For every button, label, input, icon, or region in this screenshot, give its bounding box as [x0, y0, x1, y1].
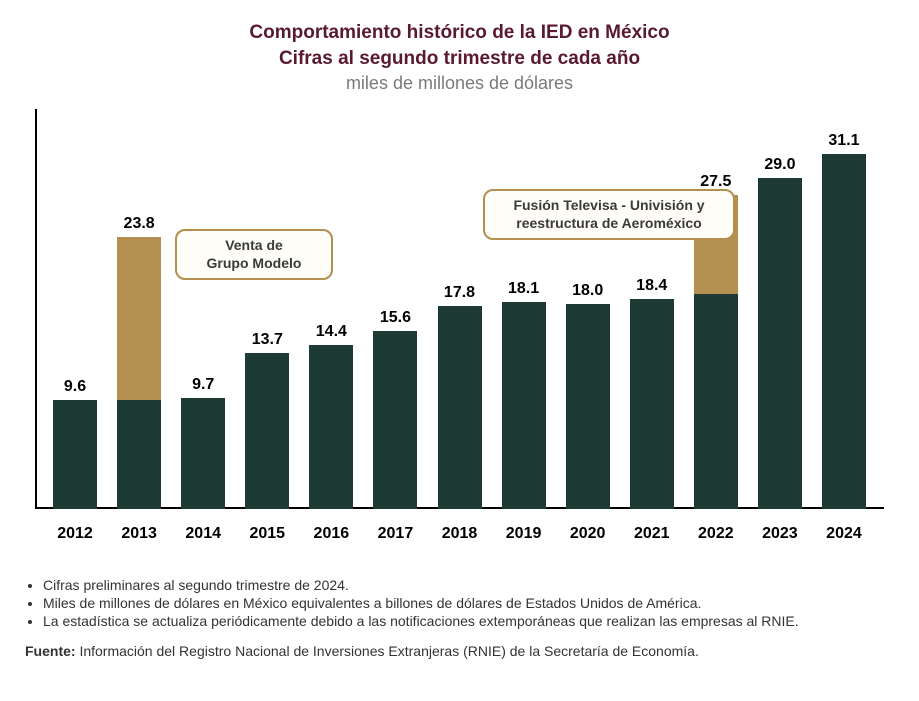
bar-stack: 9.6: [53, 400, 97, 510]
bar-value-label: 9.7: [192, 376, 214, 394]
x-axis-label: 2022: [684, 517, 748, 549]
footnote-item: Miles de millones de dólares en México e…: [43, 595, 894, 611]
bar-stack: 23.8: [117, 237, 161, 509]
bar-segment-base: [502, 302, 546, 509]
bars-container: 9.6 23.8 9.7 13.7 14.4 15.6 17.8 18.1 18.0 18.4 27…: [35, 109, 884, 509]
bar-column: 31.1: [812, 109, 876, 509]
x-axis-label: 2024: [812, 517, 876, 549]
bar-column: 27.5: [684, 109, 748, 509]
bar-stack: 15.6: [373, 331, 417, 509]
bar-stack: 13.7: [245, 353, 289, 510]
bar-value-label: 18.1: [508, 280, 539, 298]
footnote-item: La estadística se actualiza periódicamen…: [43, 613, 894, 629]
x-axis-label: 2012: [43, 517, 107, 549]
bar-segment-base: [117, 400, 161, 510]
bar-segment-base: [438, 306, 482, 509]
bar-value-label: 18.4: [636, 277, 667, 295]
bar-value-label: 9.6: [64, 378, 86, 396]
bar-stack: 31.1: [822, 154, 866, 509]
x-axis-label: 2023: [748, 517, 812, 549]
x-axis-label: 2014: [171, 517, 235, 549]
bar-segment-base: [694, 294, 738, 509]
bar-stack: 27.5: [694, 195, 738, 509]
bar-value-label: 17.8: [444, 284, 475, 302]
x-axis-label: 2017: [363, 517, 427, 549]
bar-column: 18.4: [620, 109, 684, 509]
bar-stack: 17.8: [438, 306, 482, 509]
bar-column: 17.8: [427, 109, 491, 509]
bar-value-label: 15.6: [380, 309, 411, 327]
bar-value-label: 31.1: [828, 132, 859, 150]
bar-column: 15.6: [363, 109, 427, 509]
x-axis-label: 2016: [299, 517, 363, 549]
bar-column: 18.0: [556, 109, 620, 509]
bar-segment-base: [373, 331, 417, 509]
bar-segment-base: [758, 178, 802, 509]
bar-stack: 14.4: [309, 345, 353, 510]
source-label: Fuente:: [25, 643, 76, 659]
footnotes: Cifras preliminares al segundo trimestre…: [25, 577, 894, 659]
bar-stack: 9.7: [181, 398, 225, 509]
bar-column: 9.6: [43, 109, 107, 509]
bar-column: 23.8: [107, 109, 171, 509]
bar-stack: 18.0: [566, 304, 610, 510]
bar-value-label: 14.4: [316, 323, 347, 341]
bar-column: 29.0: [748, 109, 812, 509]
bar-segment-extra: [117, 237, 161, 399]
bar-value-label: 29.0: [764, 156, 795, 174]
bar-segment-base: [630, 299, 674, 509]
x-axis-label: 2015: [235, 517, 299, 549]
bar-segment-base: [245, 353, 289, 510]
bar-column: 18.1: [492, 109, 556, 509]
bar-segment-base: [53, 400, 97, 510]
bar-segment-base: [566, 304, 610, 510]
bar-column: 13.7: [235, 109, 299, 509]
x-axis-label: 2018: [427, 517, 491, 549]
notes-list: Cifras preliminares al segundo trimestre…: [25, 577, 894, 629]
bar-stack: 18.4: [630, 299, 674, 509]
x-axis-label: 2020: [556, 517, 620, 549]
chart-callout: Fusión Televisa - Univisión yreestructur…: [483, 189, 735, 240]
bar-value-label: 18.0: [572, 282, 603, 300]
bar-segment-base: [309, 345, 353, 510]
x-axis-label: 2013: [107, 517, 171, 549]
source-text: Información del Registro Nacional de Inv…: [79, 643, 698, 659]
bar-column: 9.7: [171, 109, 235, 509]
subtitle: miles de millones de dólares: [25, 73, 894, 94]
bar-value-label: 13.7: [252, 331, 283, 349]
bar-column: 14.4: [299, 109, 363, 509]
footnote-item: Cifras preliminares al segundo trimestre…: [43, 577, 894, 593]
source-line: Fuente: Información del Registro Naciona…: [25, 643, 894, 659]
chart-area: 9.6 23.8 9.7 13.7 14.4 15.6 17.8 18.1 18.0 18.4 27…: [25, 109, 894, 549]
x-axis-labels: 2012201320142015201620172018201920202021…: [35, 517, 884, 549]
title-line-2: Cifras al segundo trimestre de cada año: [25, 46, 894, 72]
bar-stack: 18.1: [502, 302, 546, 509]
x-axis-label: 2021: [620, 517, 684, 549]
bar-segment-base: [822, 154, 866, 509]
title-line-1: Comportamiento histórico de la IED en Mé…: [25, 20, 894, 46]
bar-segment-base: [181, 398, 225, 509]
bar-stack: 29.0: [758, 178, 802, 509]
bar-value-label: 23.8: [124, 215, 155, 233]
chart-title-block: Comportamiento histórico de la IED en Mé…: [25, 20, 894, 94]
chart-callout: Venta deGrupo Modelo: [175, 229, 333, 280]
x-axis-label: 2019: [492, 517, 556, 549]
